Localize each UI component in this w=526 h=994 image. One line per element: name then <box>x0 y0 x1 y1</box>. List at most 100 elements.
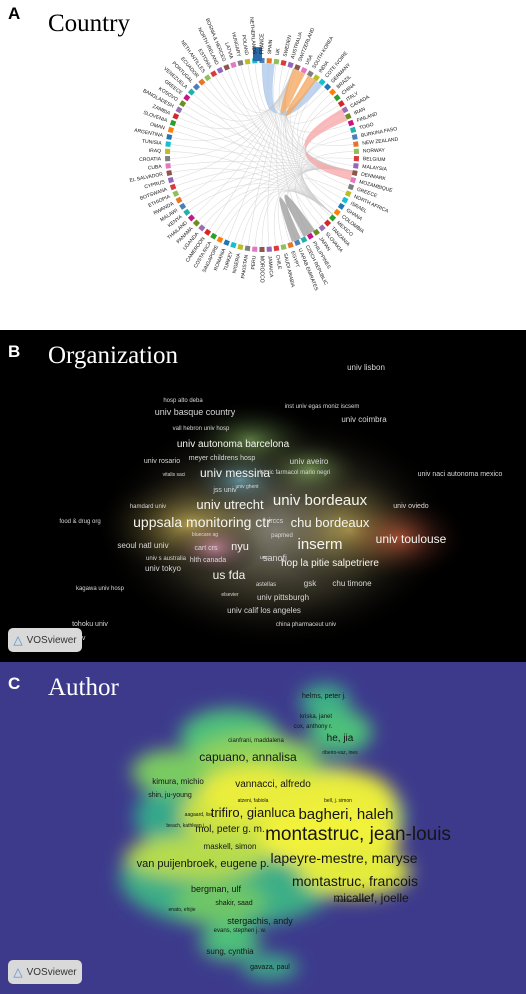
country-arc <box>266 58 273 64</box>
country-label: CROATIA <box>139 156 162 163</box>
chord-ribbon <box>181 110 333 215</box>
country-arc <box>306 232 314 240</box>
node-label: china pharmaceut univ <box>276 622 336 628</box>
country-label: HUNGARY <box>230 32 242 58</box>
country-arc <box>165 141 171 147</box>
node-label: chu bordeaux <box>291 515 370 530</box>
country-label: USA <box>304 53 314 65</box>
country-arc <box>216 236 224 244</box>
node-label: micallef, joelle <box>333 891 409 905</box>
node-label: bell, j. simon <box>324 798 352 804</box>
panel-letter-c: C <box>8 674 21 693</box>
country-label: CHILE <box>274 254 282 270</box>
author-heat-layer <box>120 684 410 979</box>
country-title: Country <box>48 10 130 37</box>
node-label: univ calif los angeles <box>227 606 301 615</box>
node-label: univ rosario <box>144 458 180 465</box>
node-label: mol, peter g. m. <box>195 824 264 835</box>
node-label: hosp alto deba <box>163 398 203 404</box>
country-arc <box>259 246 265 252</box>
chord-ribbon-major <box>279 194 315 242</box>
country-arc <box>280 59 287 67</box>
country-arc <box>341 106 349 114</box>
node-label: seoul natl univ <box>117 541 168 550</box>
node-label: atzeni, fabiola <box>238 798 269 804</box>
country-arc <box>266 246 273 252</box>
node-label: bluecare ag <box>192 532 218 538</box>
country-label: DENMARK <box>361 172 387 183</box>
node-label: trifiro, gianluca <box>211 805 296 820</box>
country-arc <box>167 126 174 134</box>
country-arc <box>329 88 337 96</box>
country-label: SPAIN <box>267 39 274 54</box>
country-arc <box>350 176 357 184</box>
chord-ribbon-major <box>304 109 353 181</box>
country-label: PERU <box>251 255 258 270</box>
country-arc <box>187 88 195 96</box>
node-label: evans, stephen j. w. <box>214 928 267 934</box>
node-label: food & drug org <box>59 519 100 525</box>
country-arc <box>166 170 173 177</box>
density-glow-green-right <box>255 435 365 505</box>
country-arc <box>323 219 332 227</box>
vosviewer-badge-author: △ VOSviewer <box>8 960 82 984</box>
node-label: univ coimbra <box>341 415 387 424</box>
chord-ribbon-major <box>262 63 323 116</box>
country-arc <box>179 100 187 108</box>
country-arc <box>353 141 359 147</box>
country-arc <box>183 208 191 216</box>
country-arc <box>351 170 358 177</box>
node-label: hlth canada <box>190 557 226 564</box>
country-label: SWEDEN <box>282 34 293 57</box>
node-label: univ oviedo <box>393 503 429 510</box>
country-arc <box>351 133 358 140</box>
node-label: montastruc, francois <box>292 873 418 889</box>
node-label: univ naci autonoma mexico <box>418 471 503 478</box>
country-arc <box>230 241 237 249</box>
organization-title: Organization <box>48 342 179 369</box>
node-label: univ pittsburgh <box>257 593 309 602</box>
country-arc <box>204 74 212 82</box>
country-arc <box>344 112 352 120</box>
panel-letter-b: B <box>8 342 21 361</box>
node-label: chu timone <box>332 579 372 588</box>
country-label: NIGERIA <box>232 252 243 274</box>
node-label: helms, peter j. <box>302 693 346 700</box>
country-arc <box>179 202 187 210</box>
node-label: uppsala monitoring ctr <box>133 514 271 530</box>
country-arc <box>204 228 212 236</box>
chord-ribbon <box>173 130 333 215</box>
vosviewer-label: VOSviewer <box>26 966 77 978</box>
country-arc <box>344 190 352 198</box>
node-label: inserm <box>297 536 342 553</box>
chord-ribbon <box>197 167 353 222</box>
country-arc <box>287 241 294 249</box>
node-label: leucuta, daniel <box>336 898 368 904</box>
node-label: cox, anthony r. <box>293 724 332 730</box>
node-label: enato, ehijie <box>169 907 196 913</box>
node-label: kriska, janet <box>300 714 332 720</box>
author-title: Author <box>48 674 119 701</box>
country-arc <box>353 156 359 162</box>
country-arc <box>294 239 301 246</box>
country-arc <box>172 190 180 198</box>
node-label: sung, cynthia <box>206 947 254 956</box>
node-label: vall hebron univ hosp <box>173 426 230 432</box>
density-glow-red <box>330 493 470 583</box>
country-arc <box>223 239 230 246</box>
node-label: univ utrecht <box>196 497 264 512</box>
country-arc <box>175 106 183 114</box>
country-arc <box>198 78 206 86</box>
vosviewer-label: VOSviewer <box>26 634 77 646</box>
country-arc <box>333 208 341 216</box>
node-label: bagheri, haleh <box>298 806 393 823</box>
country-arc <box>337 202 345 210</box>
chord-labels: FRANCE SPAIN UK SWEDENAUSTRALIASWITZERLANDU… <box>129 17 399 292</box>
node-label: aagaard, lise <box>185 812 214 818</box>
country-label: MOROCCO <box>259 256 265 283</box>
node-label: gavaza, paul <box>250 964 290 971</box>
country-arc <box>273 58 280 65</box>
country-label: NEW ZEALAND <box>362 137 399 147</box>
node-label: ist ric farmacol mario negri <box>260 470 330 476</box>
panel-organization: univ lisbon hosp alto deba inst univ egas … <box>0 330 526 662</box>
